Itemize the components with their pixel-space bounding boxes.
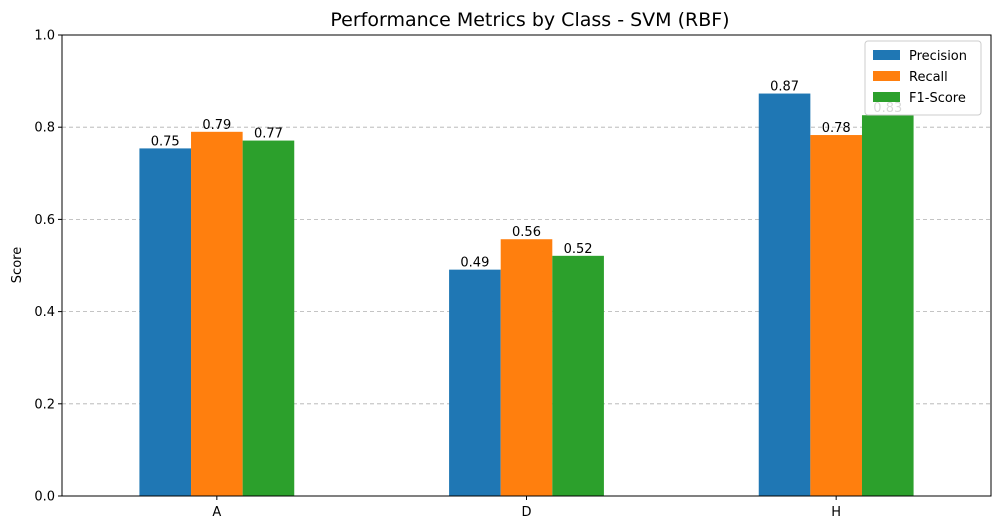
bar-precision-a: [139, 148, 192, 496]
bar-value-label: 0.52: [564, 242, 593, 257]
bar-value-label: 0.87: [770, 80, 799, 95]
bar-recall-h: [810, 135, 862, 497]
legend: Precision Recall F1-Score: [864, 40, 982, 116]
x-tick-label: D: [521, 505, 531, 520]
legend-label: Recall: [909, 70, 948, 85]
legend-swatch: [873, 50, 900, 60]
y-tick-label: 0.0: [34, 490, 55, 505]
bar-value-label: 0.79: [202, 118, 231, 133]
bar-precision-d: [449, 269, 501, 496]
y-tick-label: 0.8: [34, 121, 55, 136]
bar-value-label: 0.78: [822, 121, 851, 136]
x-tick-label: A: [212, 505, 221, 520]
y-axis-label: Score: [10, 247, 25, 283]
axes: 0.0 0.2 0.4 0.6 0.8 1.0 A D H: [34, 29, 992, 520]
bar-recall-a: [191, 131, 243, 496]
legend-swatch: [873, 71, 900, 81]
bar-value-label: 0.75: [151, 134, 180, 149]
y-tick-label: 0.4: [34, 305, 55, 320]
legend-swatch: [873, 92, 900, 102]
bar-f1-score-h: [861, 115, 914, 497]
y-tick-label: 0.2: [34, 397, 55, 412]
bar-value-label: 0.56: [512, 225, 541, 240]
chart-title: Performance Metrics by Class - SVM (RBF): [330, 9, 729, 31]
bars: [139, 93, 914, 497]
legend-label: Precision: [909, 49, 967, 64]
bar-value-label: 0.49: [460, 256, 489, 271]
legend-label: F1-Score: [909, 91, 966, 106]
bar-value-label: 0.77: [254, 127, 283, 142]
bar-precision-h: [758, 93, 811, 496]
bar-recall-d: [500, 239, 553, 496]
bar-f1-score-d: [552, 255, 604, 496]
y-tick-label: 1.0: [34, 29, 55, 44]
y-tick-label: 0.6: [34, 213, 55, 228]
bar-f1-score-a: [242, 140, 295, 496]
x-tick-label: H: [831, 505, 841, 520]
plot-frame: [61, 34, 992, 497]
